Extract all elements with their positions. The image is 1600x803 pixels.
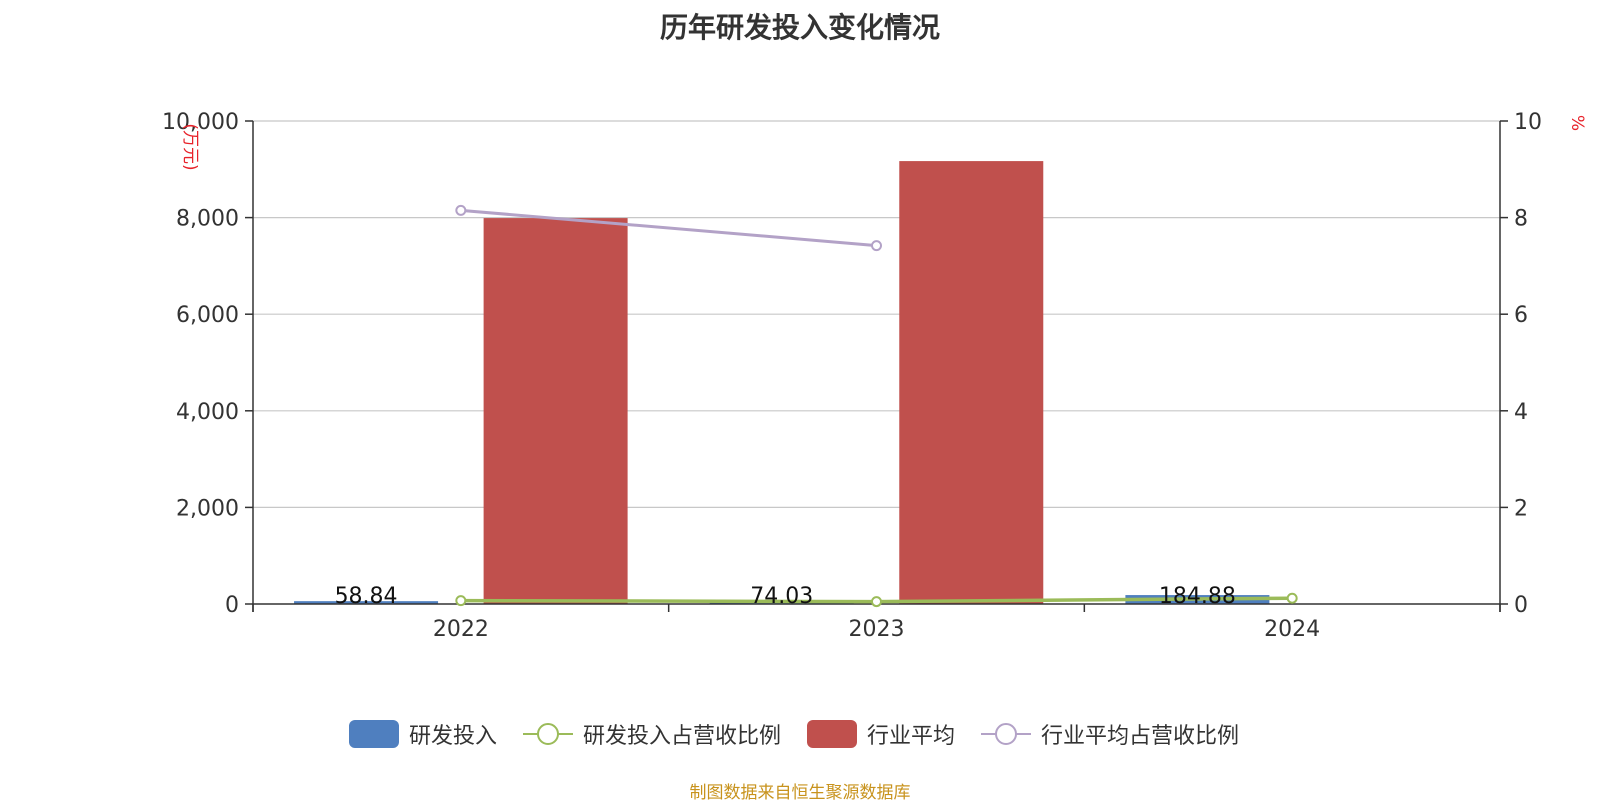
x-tick-label: 2024 bbox=[1264, 617, 1320, 642]
legend-label: 研发投入 bbox=[408, 724, 497, 749]
x-tick-label: 2022 bbox=[433, 617, 489, 642]
y-left-tick-label: 2,000 bbox=[176, 496, 239, 521]
point-rd-ratio bbox=[871, 596, 882, 608]
legend-swatch-line-marker bbox=[995, 723, 1018, 745]
y-right-tick-label: 6 bbox=[1514, 303, 1528, 328]
bar-industry bbox=[483, 218, 628, 604]
data-label-rd: 74.03 bbox=[750, 584, 813, 609]
y-left-tick-label: 8,000 bbox=[176, 207, 239, 232]
legend-swatch-bar-icon bbox=[807, 720, 857, 748]
line-industry-ratio bbox=[460, 208, 877, 248]
point-rd-ratio bbox=[455, 595, 467, 607]
y-left-tick-label: 4,000 bbox=[176, 400, 239, 425]
legend-item[interactable]: 研发投入占营收比例 bbox=[522, 718, 781, 750]
y-left-tick-label: 0 bbox=[225, 593, 239, 618]
y-left-unit-label: (万元) bbox=[180, 123, 200, 170]
legend-label: 行业平均占营收比例 bbox=[1041, 724, 1240, 749]
y-right-tick-label: 2 bbox=[1514, 496, 1528, 521]
point-rd-ratio bbox=[1286, 592, 1298, 604]
legend-item[interactable]: 行业平均 bbox=[807, 718, 955, 750]
y-left-tick-label: 6,000 bbox=[176, 303, 239, 328]
y-right-unit-label: % bbox=[1567, 115, 1587, 131]
legend-swatch-bar-icon bbox=[348, 720, 399, 748]
source-note: 制图数据来自恒生聚源数据库 bbox=[689, 783, 911, 803]
legend: 研发投入 研发投入占营收比例 行业平均 行业平均占营收比例 bbox=[0, 718, 1600, 750]
legend-item[interactable]: 研发投入 bbox=[348, 718, 497, 750]
y-right-tick-label: 4 bbox=[1514, 400, 1528, 425]
x-tick-label: 2023 bbox=[849, 617, 905, 642]
chart-title: 历年研发投入变化情况 bbox=[659, 11, 940, 44]
y-right-tick-label: 8 bbox=[1514, 207, 1528, 232]
legend-swatch-line-marker bbox=[536, 723, 559, 745]
point-industry-ratio bbox=[455, 204, 467, 216]
y-left-tick-label: 10,000 bbox=[162, 110, 239, 135]
legend-item[interactable]: 行业平均占营收比例 bbox=[981, 718, 1239, 750]
bar-industry bbox=[899, 161, 1044, 605]
point-industry-ratio bbox=[871, 240, 882, 252]
data-label-rd: 184.88 bbox=[1159, 584, 1236, 609]
bar-rd bbox=[294, 601, 439, 604]
legend-swatch-line-icon bbox=[981, 723, 1032, 745]
legend-label: 研发投入占营收比例 bbox=[582, 724, 781, 749]
legend-label: 行业平均 bbox=[867, 724, 956, 749]
legend-swatch-line-icon bbox=[522, 723, 573, 745]
y-right-tick-label: 10 bbox=[1514, 110, 1542, 135]
y-right-tick-label: 0 bbox=[1514, 593, 1528, 618]
data-label-rd: 58.84 bbox=[335, 584, 398, 609]
